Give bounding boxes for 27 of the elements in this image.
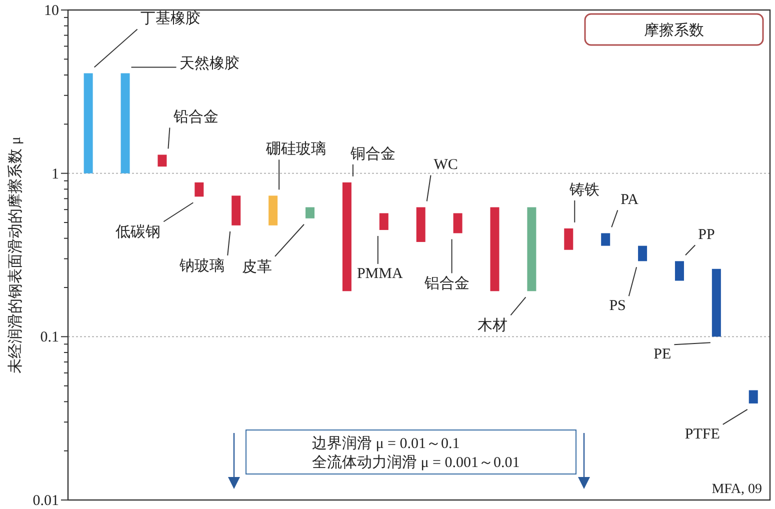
- annotation: 全流体动力润滑 μ = 0.001～0.01: [312, 454, 520, 471]
- series-label: 铜合金: [349, 145, 396, 162]
- y-tick-label: 0.1: [40, 330, 59, 346]
- text: 皮革: [242, 258, 272, 276]
- text: 木材: [478, 317, 508, 334]
- series-label: PP: [698, 227, 715, 244]
- y-tick-label: 1: [52, 166, 59, 182]
- text: PTFE: [684, 426, 720, 442]
- text: 天然橡胶: [179, 55, 240, 72]
- text: WC: [434, 157, 458, 174]
- text: 低碳钢: [116, 224, 161, 241]
- text: 钠玻璃: [178, 257, 225, 274]
- series-label: PA: [620, 192, 639, 208]
- y-tick-label: 0.01: [32, 493, 59, 509]
- text: PMMA: [356, 266, 403, 282]
- y-tick-label: 10: [44, 3, 59, 19]
- series-label: 铸铁: [568, 181, 600, 198]
- text: 丁基橡胶: [140, 10, 200, 28]
- y-axis-title: 未经润滑的钢表面滑动的摩擦系数 μ: [7, 136, 24, 374]
- text: PE: [654, 346, 672, 363]
- annotation: MFA, 09: [712, 482, 762, 497]
- annotation: 边界润滑 μ = 0.01～0.1: [312, 435, 460, 452]
- text: 铝合金: [423, 275, 470, 292]
- text: 硼硅玻璃: [265, 140, 326, 158]
- text: 摩擦系数: [644, 22, 704, 39]
- series-label: 铅合金: [172, 108, 219, 126]
- text: PS: [609, 298, 626, 314]
